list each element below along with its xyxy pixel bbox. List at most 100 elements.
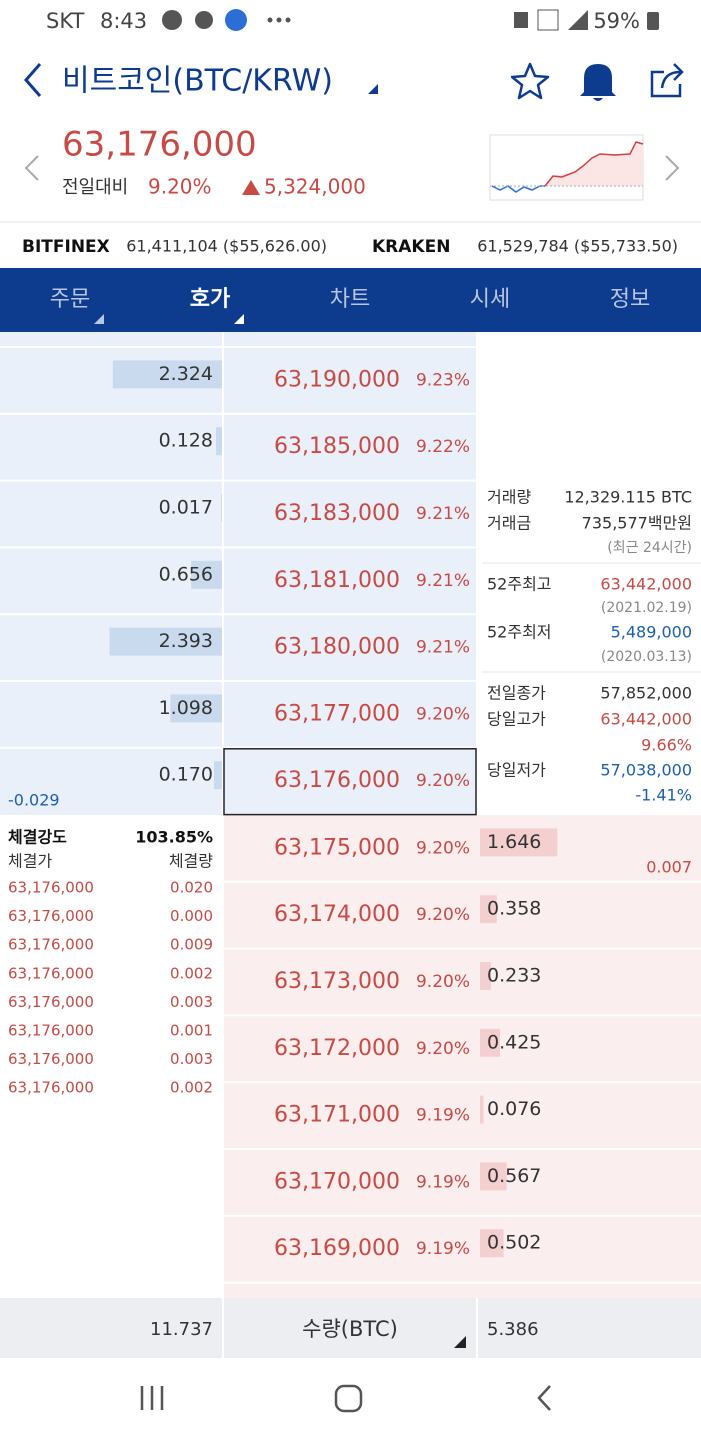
info-note: 9.66% bbox=[641, 736, 692, 755]
bid-extra: 0.007 bbox=[646, 858, 692, 877]
change-pct: 9.20% bbox=[148, 175, 212, 199]
bid-pct: 9.19% bbox=[416, 1106, 470, 1126]
qty-bar bbox=[112, 360, 222, 389]
info-value: 63,442,000 bbox=[600, 710, 692, 729]
tab[interactable]: 주문 bbox=[50, 287, 90, 312]
bid-price: 63,171,000 bbox=[274, 1103, 400, 1128]
favorite-button[interactable] bbox=[510, 62, 550, 100]
tab[interactable]: 시세 bbox=[470, 287, 510, 312]
mute-icon bbox=[514, 12, 528, 28]
ask-qty: 1.098 bbox=[159, 697, 213, 719]
info-value: 5,489,000 bbox=[611, 623, 692, 642]
prev-button[interactable] bbox=[24, 155, 39, 181]
trade-qty: 0.003 bbox=[170, 993, 213, 1011]
current-price: 63,176,000 bbox=[62, 125, 257, 165]
trade-price: 63,176,000 bbox=[8, 1022, 94, 1040]
tab[interactable]: 차트 bbox=[330, 287, 370, 312]
info-note: (2020.03.13) bbox=[601, 649, 692, 665]
tab-dropdown bbox=[234, 314, 244, 324]
share-button[interactable] bbox=[650, 63, 684, 98]
lte-icon bbox=[537, 9, 559, 31]
nav-bar bbox=[140, 1384, 551, 1413]
time: 8:43 bbox=[100, 9, 147, 33]
ask-qty: 0.128 bbox=[159, 430, 213, 452]
trade-price: 63,176,000 bbox=[8, 879, 94, 897]
trade-qty: 0.003 bbox=[170, 1050, 213, 1068]
ask-extra: -0.029 bbox=[8, 791, 60, 810]
bid-price: 63,170,000 bbox=[274, 1169, 400, 1194]
info-label: 전일종가 bbox=[487, 684, 546, 703]
bid-pct: 9.19% bbox=[416, 1172, 470, 1192]
back-button[interactable] bbox=[24, 63, 42, 97]
back-nav[interactable] bbox=[537, 1385, 551, 1411]
ask-qty: 2.324 bbox=[159, 363, 213, 385]
qty-bar bbox=[480, 895, 497, 924]
trade-price: 63,176,000 bbox=[8, 907, 94, 925]
ask-price: 63,183,000 bbox=[274, 501, 400, 526]
footer-sep bbox=[222, 1298, 224, 1358]
bid-total: 5.386 bbox=[487, 1319, 539, 1340]
bid-price: 63,175,000 bbox=[274, 835, 400, 860]
info-label: 당일저가 bbox=[487, 761, 546, 780]
dot bbox=[276, 17, 282, 23]
sparkline bbox=[489, 134, 644, 201]
ask-pct: 9.20% bbox=[416, 771, 470, 791]
ask-total: 11.737 bbox=[150, 1319, 213, 1340]
dropdown-arrow[interactable] bbox=[368, 84, 378, 94]
exchange-name: KRAKEN bbox=[372, 237, 450, 257]
recent-apps[interactable] bbox=[140, 1386, 164, 1410]
exchange-name: BITFINEX bbox=[22, 237, 110, 257]
ask-pct: 9.21% bbox=[416, 504, 470, 524]
alert-button[interactable] bbox=[580, 64, 616, 101]
bid-price: 63,174,000 bbox=[274, 902, 400, 927]
qty-bar bbox=[215, 427, 222, 456]
bid-price: 63,173,000 bbox=[274, 969, 400, 994]
info-label: 거래금 bbox=[487, 514, 531, 533]
info-label: 52주최고 bbox=[487, 575, 552, 594]
info-note: (2021.02.19) bbox=[601, 600, 692, 616]
info-value: 57,038,000 bbox=[600, 761, 692, 780]
trade-qty: 0.002 bbox=[170, 1079, 213, 1097]
ask-qty: 0.170 bbox=[159, 764, 213, 786]
info-label: 거래량 bbox=[487, 488, 531, 507]
tab-dropdown bbox=[94, 314, 104, 324]
ask-pct: 9.23% bbox=[416, 370, 470, 390]
info-label: 52주최저 bbox=[487, 623, 552, 642]
bid-qty: 0.233 bbox=[487, 965, 541, 987]
trade-price: 63,176,000 bbox=[8, 993, 94, 1011]
qty-bar bbox=[214, 761, 222, 790]
info-note: -1.41% bbox=[635, 786, 692, 805]
trade-price: 63,176,000 bbox=[8, 936, 94, 954]
status-icons bbox=[162, 9, 659, 31]
strength-label: 체결강도 bbox=[8, 828, 67, 847]
ask-qty: 2.393 bbox=[159, 630, 213, 652]
ask-pct: 9.22% bbox=[416, 437, 470, 457]
qty-bar bbox=[480, 1028, 500, 1057]
tab[interactable]: 정보 bbox=[610, 287, 650, 312]
ask-bg bbox=[0, 332, 222, 815]
bid-price: 63,169,000 bbox=[274, 1236, 400, 1261]
tab[interactable]: 호가 bbox=[190, 287, 230, 312]
ask-price: 63,176,000 bbox=[274, 768, 400, 793]
dot bbox=[267, 17, 273, 23]
ask-price: 63,185,000 bbox=[274, 434, 400, 459]
ask-price: 63,190,000 bbox=[274, 367, 400, 392]
change-label: 전일대비 bbox=[62, 177, 128, 198]
trade-price: 63,176,000 bbox=[8, 1050, 94, 1068]
bid-pct: 9.20% bbox=[416, 1039, 470, 1059]
trades-header: 체결량 bbox=[169, 852, 213, 871]
footer-sep bbox=[476, 1298, 478, 1358]
trade-qty: 0.001 bbox=[170, 1022, 213, 1040]
home-button[interactable] bbox=[334, 1384, 363, 1413]
sparkline-area bbox=[545, 142, 643, 186]
ask-price: 63,180,000 bbox=[274, 635, 400, 660]
next-button[interactable] bbox=[665, 155, 680, 181]
info-value: 12,329.115 BTC bbox=[564, 488, 692, 507]
info-label: 당일고가 bbox=[487, 710, 546, 729]
qty-bar bbox=[170, 694, 222, 723]
unit-selector[interactable]: 수량(BTC) bbox=[302, 1317, 398, 1341]
trade-qty: 0.020 bbox=[170, 879, 213, 897]
bid-pct: 9.20% bbox=[416, 905, 470, 925]
